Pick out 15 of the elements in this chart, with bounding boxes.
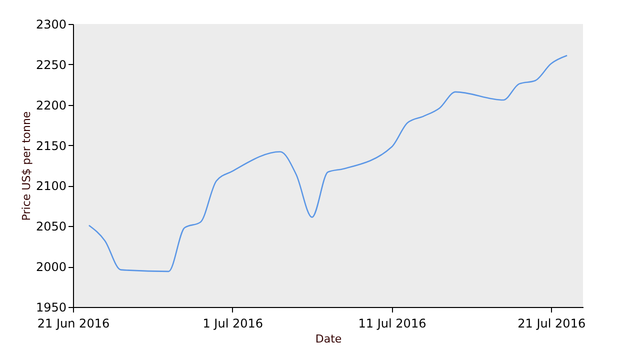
x-axis-title: Date xyxy=(315,332,342,346)
y-axis-title: Price US$ per tonne xyxy=(20,111,33,221)
y-tick-label: 2300 xyxy=(36,18,66,32)
x-tick-label: 1 Jul 2016 xyxy=(202,316,264,330)
y-tick-label: 2250 xyxy=(36,58,66,72)
y-tick-label: 2150 xyxy=(36,138,66,153)
x-tick-label: 21 Jun 2016 xyxy=(37,316,110,330)
y-tick-label: 1950 xyxy=(36,300,66,314)
y-tick-label: 2200 xyxy=(36,98,66,112)
x-tick-label: 21 Jul 2016 xyxy=(518,316,586,330)
y-tick-label: 2050 xyxy=(36,220,66,234)
y-tick-label: 2100 xyxy=(36,179,66,194)
x-tick-label: 11 Jul 2016 xyxy=(358,316,426,330)
line-series xyxy=(88,54,568,272)
y-tick-label: 2000 xyxy=(36,260,66,274)
